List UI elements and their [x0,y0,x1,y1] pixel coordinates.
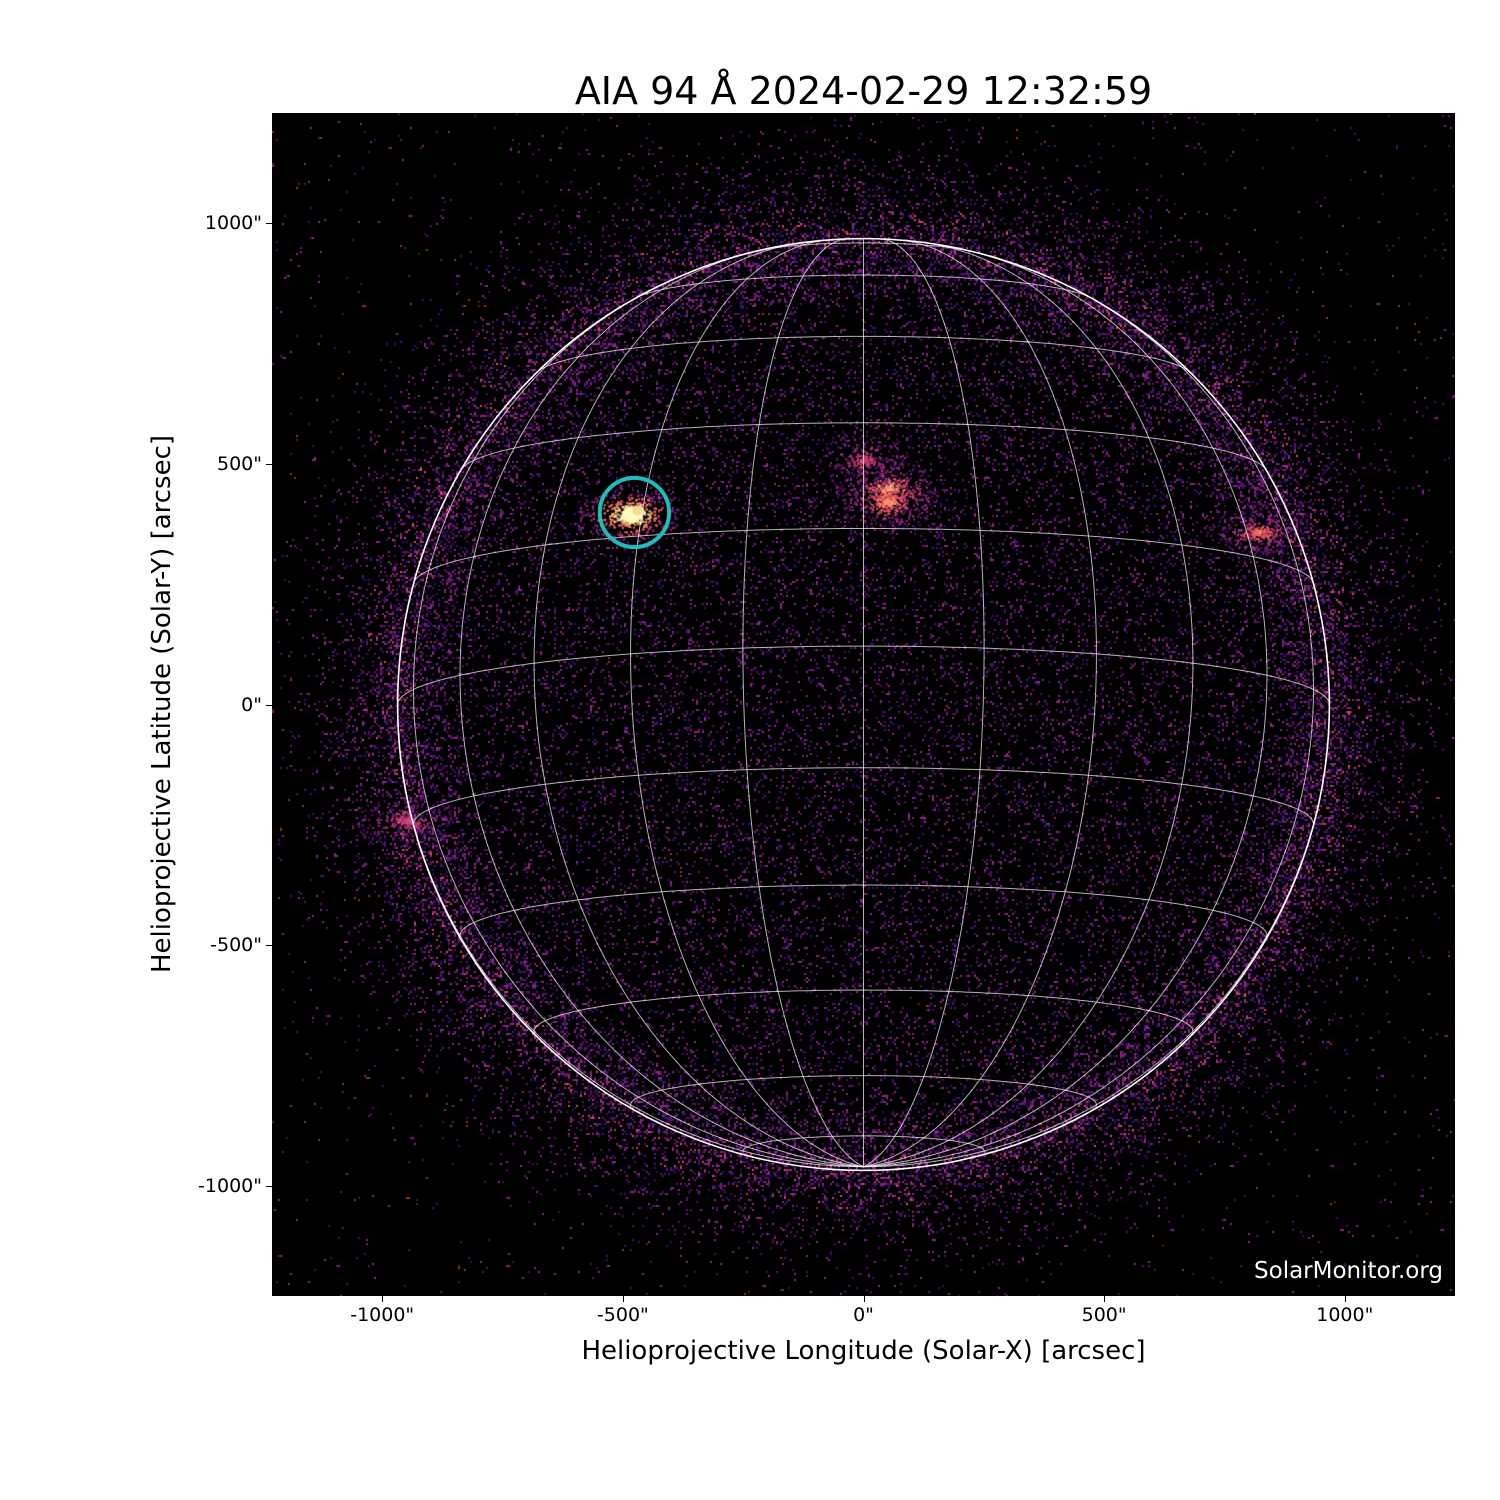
meridian-line [863,281,1315,1168]
x-tick-label: 0" [853,1304,874,1326]
parallel-line [756,242,971,252]
meridian-line [863,242,1194,1168]
x-tick-mark [622,1296,624,1302]
y-tick-label: 1000" [204,212,262,235]
meridian-line [397,704,864,1168]
highlight-circle [597,475,672,550]
meridian-line [863,239,1097,1168]
y-tick-mark [266,704,272,706]
y-tick-label: 500" [216,452,262,475]
y-tick-label: -500" [210,934,262,957]
grid-overlay [396,237,1331,1172]
chart-title: AIA 94 Å 2024-02-29 12:32:59 [574,69,1153,113]
parallel-line [459,884,1268,940]
x-tick-mark [382,1296,384,1302]
y-tick-label: 0" [241,693,262,716]
x-tick-mark [863,1296,865,1302]
parallel-line [636,274,1091,299]
meridian-line [412,281,864,1168]
meridian-line [459,250,864,1168]
x-tick-mark [1104,1296,1106,1302]
parallel-line [533,989,1194,1036]
x-tick-label: 500" [1081,1304,1127,1326]
meridian-line [863,238,985,1168]
y-axis-label: Helioprojective Latitude (Solar-Y) [arcs… [147,434,177,974]
parallel-line [461,422,1266,470]
parallel-line [630,1075,1097,1108]
parallel-line [742,1135,985,1153]
x-tick-mark [1344,1296,1346,1302]
meridian-line [742,238,864,1168]
parallel-line [536,335,1191,373]
meridian-line [863,250,1268,1168]
parallel-line [413,528,1314,584]
parallel-line [397,645,1330,705]
solar-limb [396,237,1331,1172]
x-tick-label: -500" [596,1304,649,1326]
watermark: SolarMonitor.org [1254,1258,1443,1284]
solar-image-axes: SolarMonitor.org [272,113,1455,1296]
y-tick-mark [266,945,272,947]
y-tick-label: -1000" [198,1174,262,1197]
meridian-line [863,704,1330,1168]
x-tick-label: 1000" [1316,1304,1374,1326]
meridian-line [533,242,864,1168]
parallel-line [412,767,1315,826]
y-tick-mark [266,1185,272,1187]
y-tick-mark [266,463,272,465]
y-tick-mark [266,223,272,225]
x-axis-label: Helioprojective Longitude (Solar-X) [arc… [581,1336,1146,1366]
meridian-line [630,239,864,1168]
x-tick-label: -1000" [350,1304,415,1326]
